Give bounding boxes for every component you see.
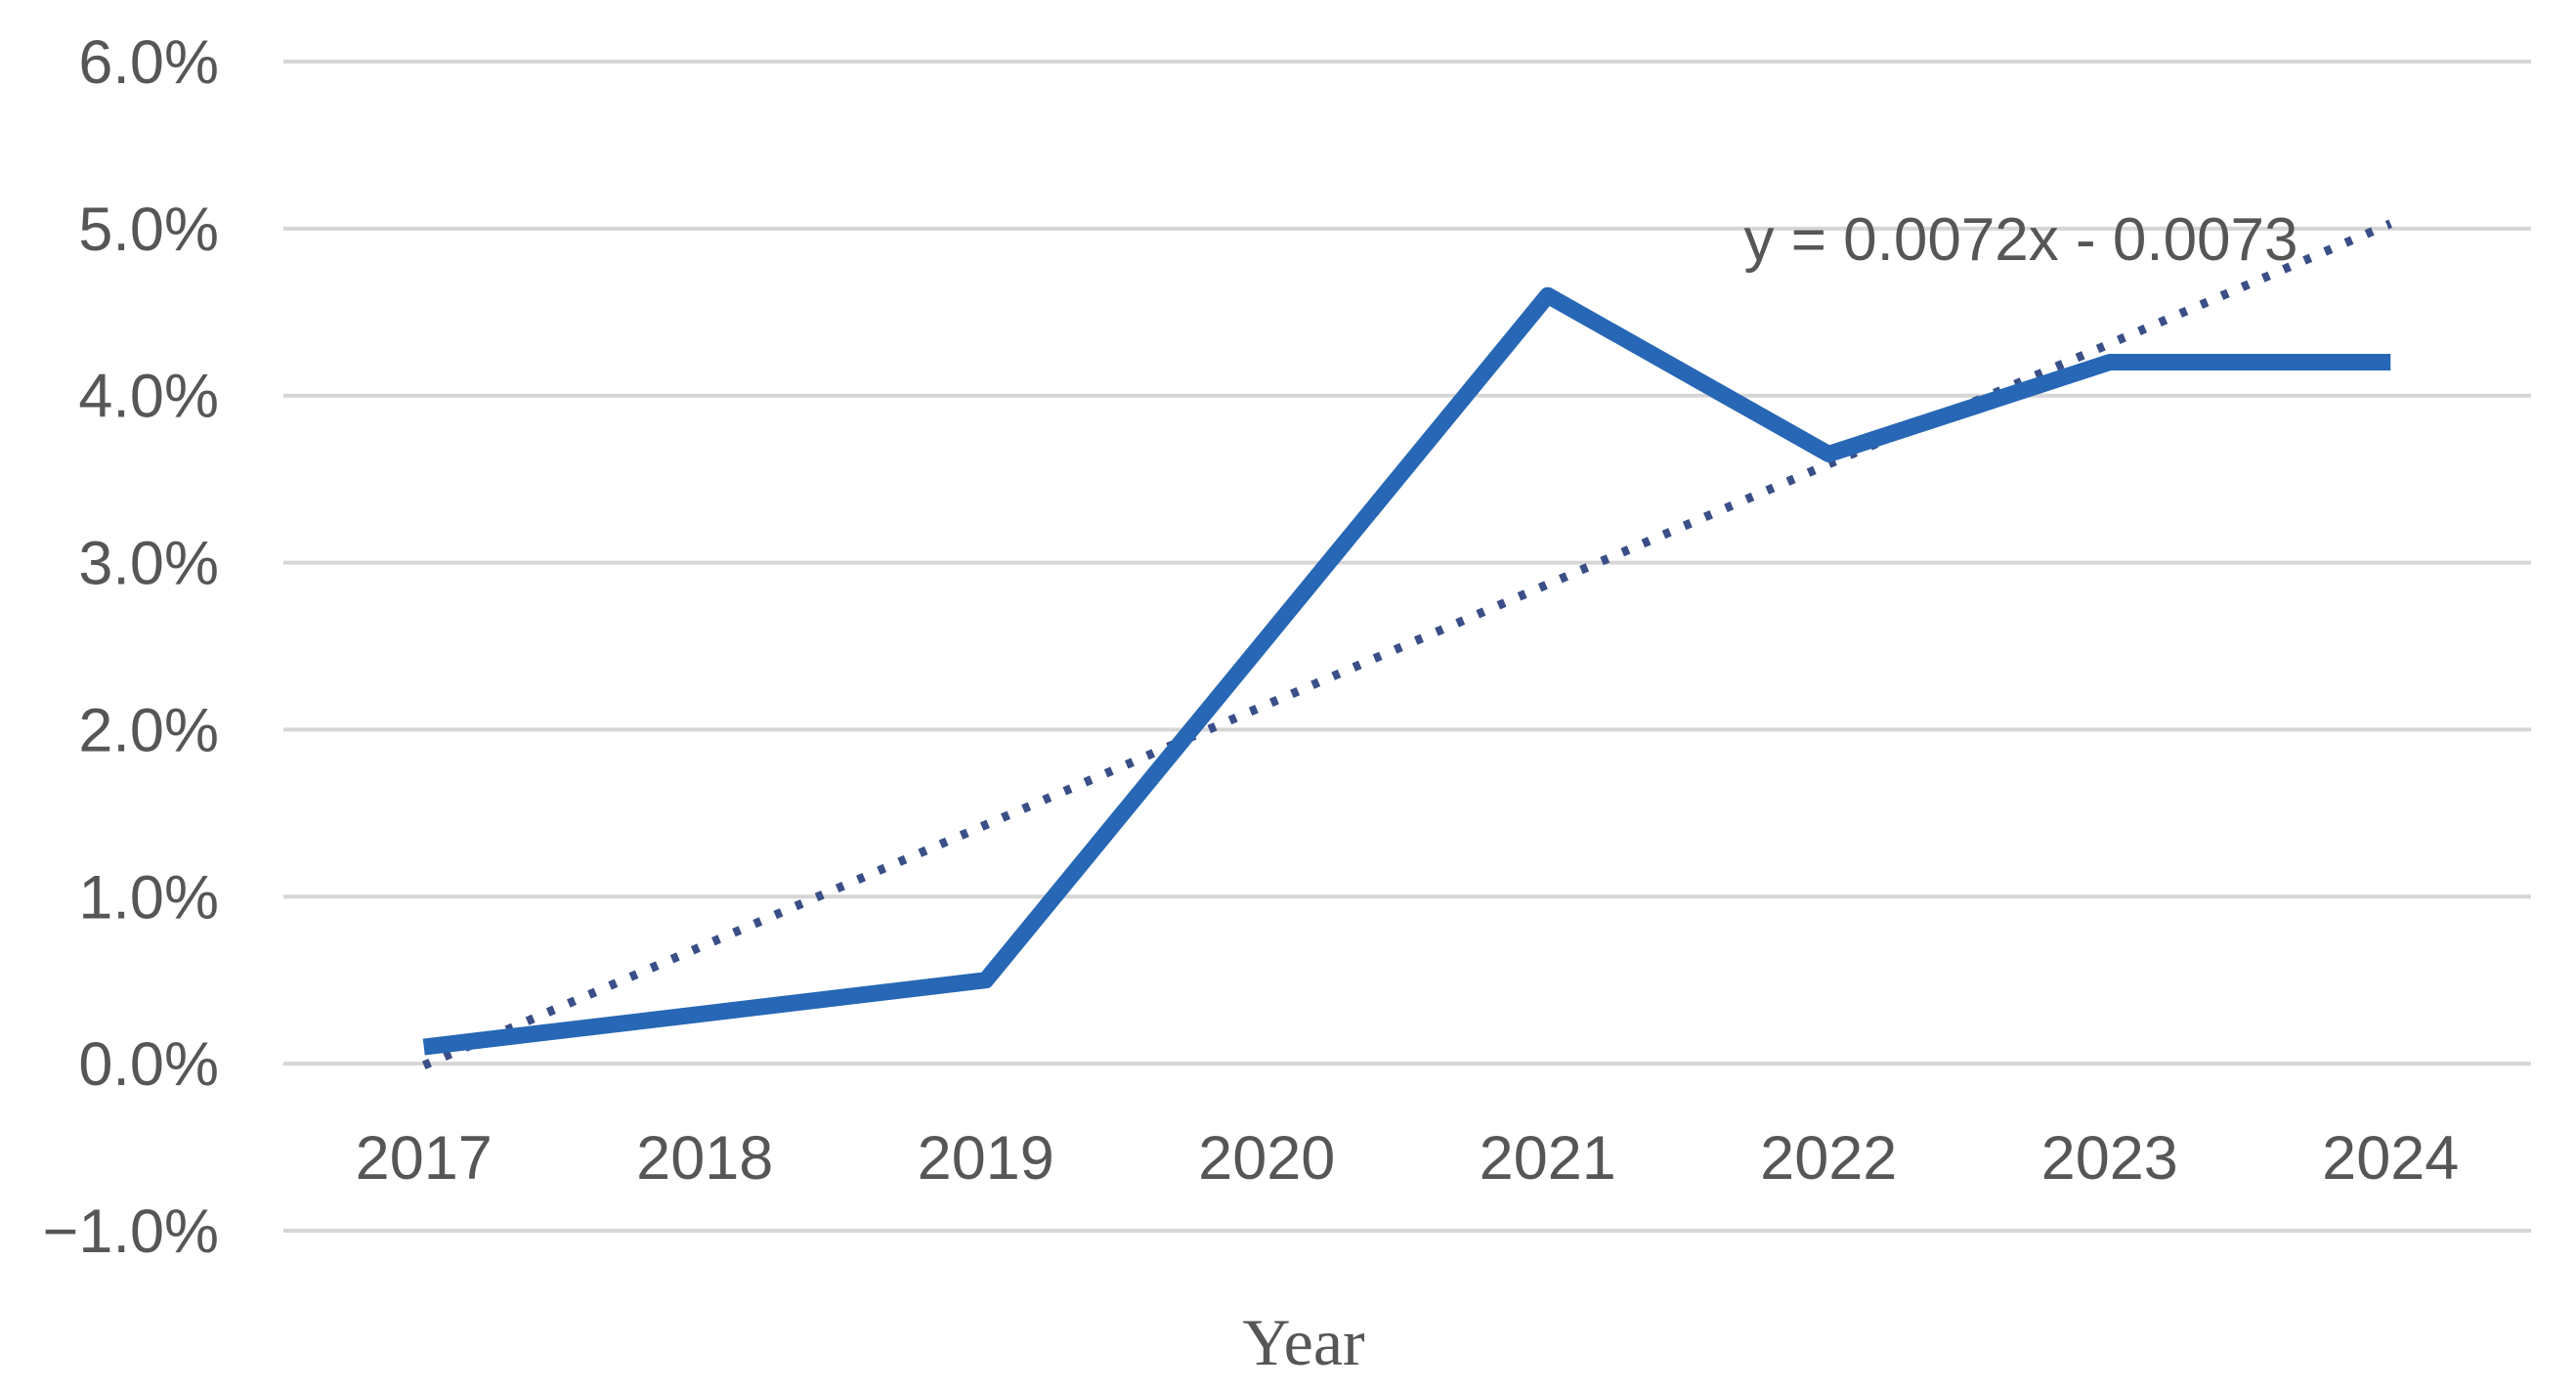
- x-tick-label: 2020: [1198, 1124, 1335, 1193]
- x-tick-label: 2022: [1760, 1124, 1897, 1193]
- gridlines: [283, 60, 2531, 1233]
- y-tick-label: 3.0%: [78, 530, 219, 598]
- y-tick-label: 5.0%: [78, 196, 219, 264]
- x-tick-label: 2017: [356, 1124, 493, 1193]
- x-tick-label: 2019: [918, 1124, 1054, 1193]
- y-axis-labels: 6.0% 5.0% 4.0% 3.0% 2.0% 1.0% 0.0% −1.0%: [43, 28, 219, 1266]
- y-tick-label: 0.0%: [78, 1030, 219, 1099]
- x-axis-title: Year: [1242, 1305, 1365, 1379]
- x-tick-label: 2024: [2322, 1124, 2459, 1193]
- series-group: [422, 286, 2391, 1056]
- trendline-group: [421, 219, 2393, 1069]
- y-tick-label: −1.0%: [43, 1197, 219, 1266]
- x-tick-label: 2021: [1480, 1124, 1616, 1193]
- x-tick-label: 2018: [636, 1124, 773, 1193]
- x-axis-labels: 2017 2018 2019 2020 2021 2022 2023 2024: [356, 1124, 2460, 1193]
- series-line: [422, 286, 2391, 1056]
- trendline-equation-label: y = 0.0072x - 0.0073: [1743, 206, 2297, 274]
- y-tick-label: 1.0%: [78, 863, 219, 932]
- y-tick-label: 2.0%: [78, 696, 219, 764]
- trendline: [421, 219, 2393, 1069]
- y-tick-label: 6.0%: [78, 28, 219, 97]
- x-tick-label: 2023: [2041, 1124, 2178, 1193]
- y-tick-label: 4.0%: [78, 363, 219, 431]
